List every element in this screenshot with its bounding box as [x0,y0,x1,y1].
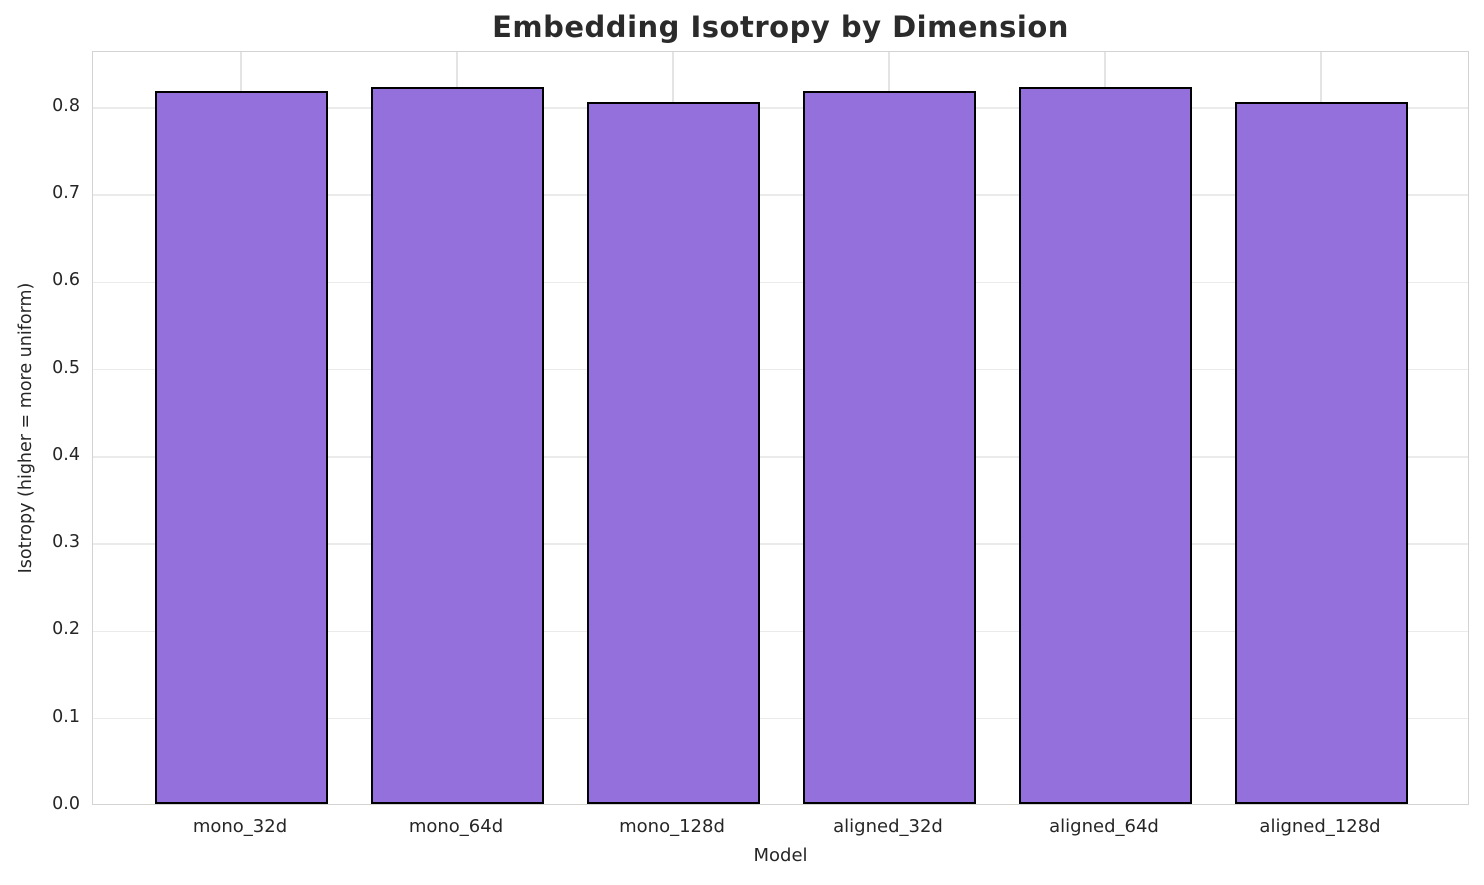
bar-aligned_32d [802,91,976,804]
bar-mono_128d [586,101,760,804]
bar-mono_64d [370,86,544,804]
x-tick-label: mono_32d [192,816,288,837]
plot-area [92,51,1469,805]
x-tick-label: aligned_128d [1259,816,1381,837]
gridline-horizontal [93,107,1468,109]
chart-title: Embedding Isotropy by Dimension [492,10,1069,44]
gridline-horizontal [93,281,1468,284]
x-axis-label: Model [753,845,808,866]
gridline-horizontal [93,368,1468,371]
y-axis-label: Isotropy (higher = more uniform) [16,282,36,574]
y-tick-label: 0.6 [52,270,80,291]
y-tick-label: 0.2 [52,619,80,640]
bar-aligned_64d [1018,86,1192,804]
gridline-horizontal [93,718,1468,720]
gridline-horizontal [93,630,1468,633]
gridline-horizontal [93,194,1468,196]
y-tick-label: 0.3 [52,532,80,553]
bar-mono_32d [154,91,328,804]
bar-aligned_128d [1234,101,1408,804]
gridline-horizontal [93,456,1468,458]
y-tick-label: 0.0 [52,794,80,814]
y-tick-label: 0.5 [52,357,80,378]
y-tick-label: 0.4 [52,444,80,465]
x-tick-label: mono_128d [619,816,725,837]
y-tick-label: 0.1 [52,706,80,727]
x-tick-label: mono_64d [408,816,504,837]
x-tick-label: aligned_64d [1049,816,1159,837]
y-tick-label: 0.8 [52,95,80,116]
x-tick-label: aligned_32d [833,816,943,837]
gridline-horizontal [93,543,1468,545]
y-tick-label: 0.7 [52,183,80,204]
